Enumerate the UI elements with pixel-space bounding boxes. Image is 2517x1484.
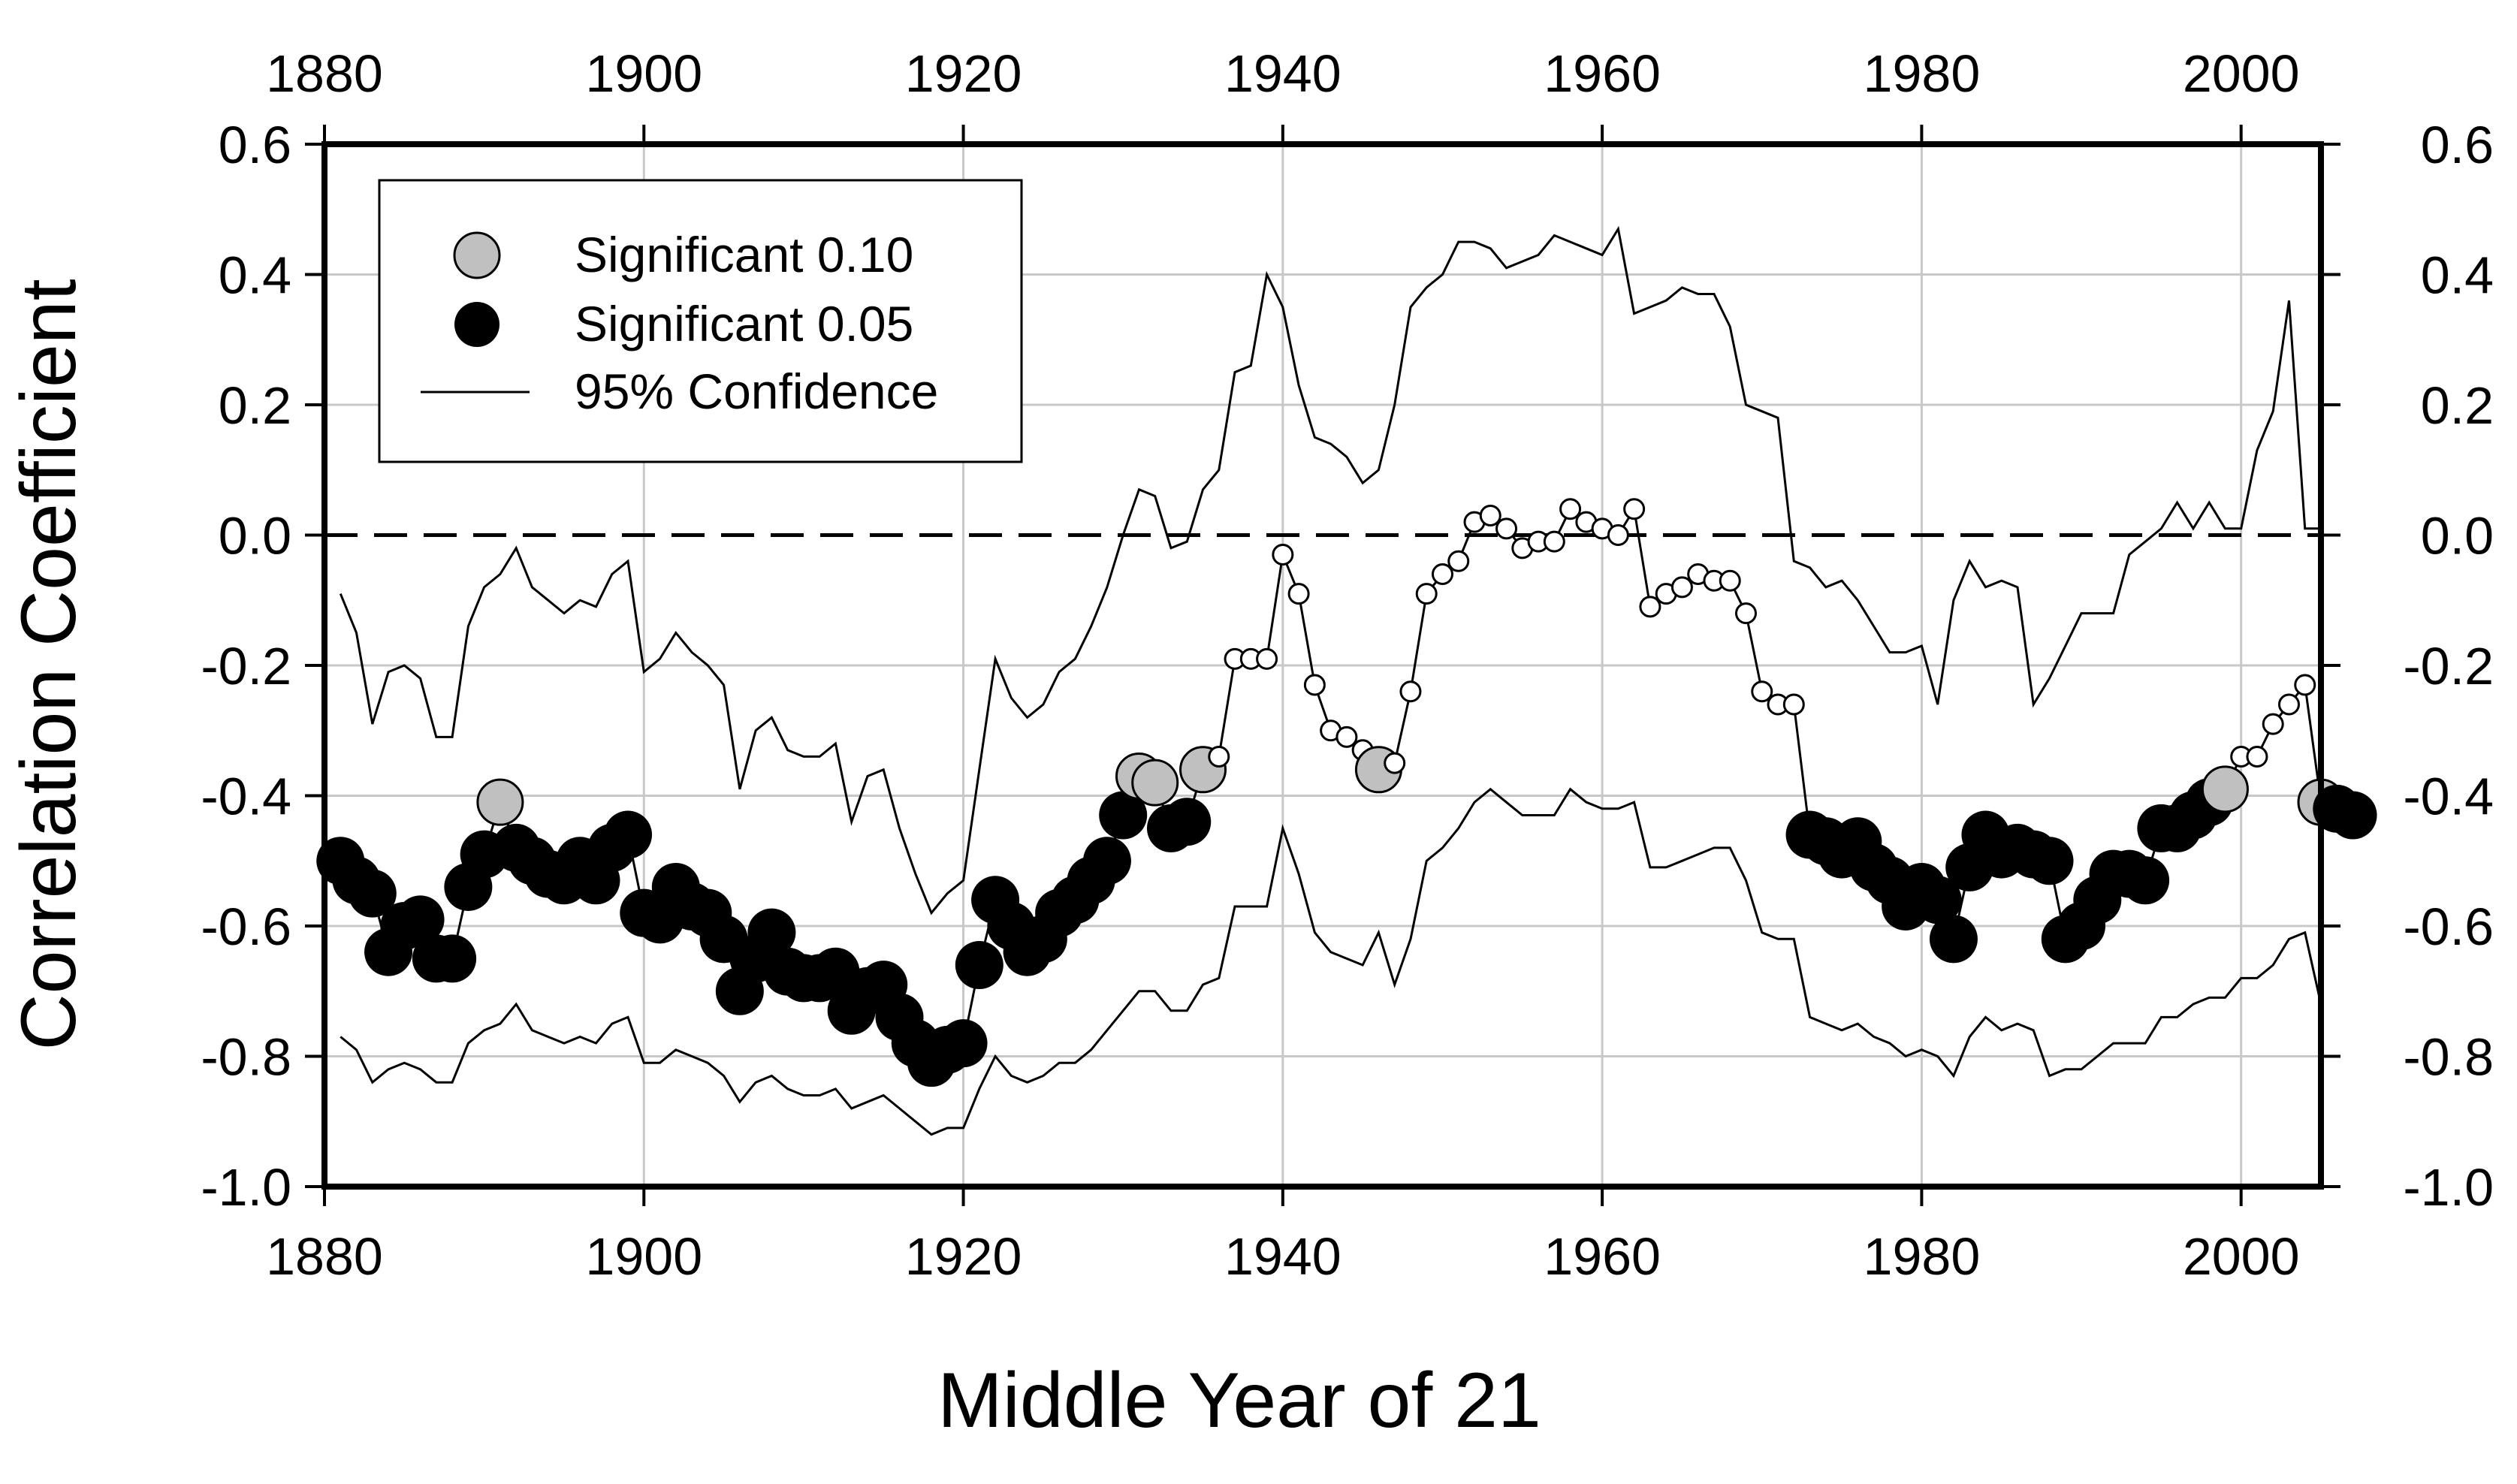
correlation-points — [316, 498, 2377, 1087]
point-nonsig — [1639, 596, 1661, 618]
point-nonsig — [1782, 693, 1805, 716]
x-tick-label-top: 2000 — [2183, 44, 2300, 103]
correlation-series-line — [340, 505, 2321, 1065]
x-tick-label-bottom: 1980 — [1864, 1227, 1981, 1286]
point-sig05 — [396, 895, 445, 944]
point-nonsig — [1447, 550, 1470, 572]
tick-labels: 1880 1880 1900 1900 1920 1920 1940 1940 1960 1960… — [201, 44, 2494, 1286]
point-nonsig — [1431, 563, 1453, 586]
x-tick-label-top: 1960 — [1544, 44, 1661, 103]
point-sig05 — [1929, 915, 1978, 964]
point-sig05 — [1913, 876, 1962, 924]
legend-marker-sig10 — [453, 231, 501, 279]
point-sig10 — [2201, 765, 2249, 813]
y-tick-label-left: 0.0 — [219, 507, 291, 566]
point-nonsig — [1719, 569, 1741, 592]
point-nonsig — [1543, 530, 1565, 553]
point-nonsig — [2294, 674, 2316, 696]
point-nonsig — [1303, 674, 1326, 696]
point-sig05 — [2328, 791, 2377, 840]
x-tick-label-top: 1940 — [1224, 44, 1341, 103]
y-tick-label-left: 0.4 — [219, 246, 291, 305]
x-tick-label-bottom: 1940 — [1224, 1227, 1341, 1286]
point-nonsig — [2246, 745, 2268, 768]
y-tick-label-right: -0.8 — [2403, 1028, 2494, 1087]
x-tick-label-top: 1920 — [905, 44, 1022, 103]
legend-marker-sig05 — [454, 302, 499, 347]
point-nonsig — [2277, 693, 2300, 716]
point-sig05 — [1099, 791, 1148, 840]
point-nonsig — [1607, 524, 1629, 546]
point-nonsig — [1751, 680, 1773, 703]
x-tick-label-top: 1900 — [585, 44, 702, 103]
point-nonsig — [1670, 576, 1693, 599]
legend-label-sig05: Significant 0.05 — [575, 296, 913, 351]
x-tick-label-top: 1980 — [1864, 44, 1981, 103]
y-tick-label-left: 0.2 — [219, 376, 291, 435]
point-nonsig — [1559, 498, 1582, 520]
point-nonsig — [1734, 602, 1757, 625]
y-axis-title: Correlation Coefficient — [5, 279, 92, 1050]
y-tick-label-left: -0.6 — [201, 897, 291, 956]
point-sig05 — [939, 1019, 988, 1068]
legend-label-ci: 95% Confidence — [575, 363, 938, 419]
point-nonsig — [1479, 504, 1501, 526]
y-tick-label-right: 0.0 — [2421, 507, 2494, 566]
x-tick-label-bottom: 1920 — [905, 1227, 1022, 1286]
y-tick-label-right: 0.4 — [2421, 246, 2494, 305]
point-sig10 — [1131, 759, 1179, 807]
point-nonsig — [1256, 647, 1278, 670]
x-axis-title: Middle Year of 21 — [937, 1357, 1541, 1444]
legend: Significant 0.10 Significant 0.05 95% Co… — [378, 179, 1023, 463]
point-sig05 — [955, 941, 1003, 990]
y-tick-label-left: -0.8 — [201, 1028, 291, 1087]
x-tick-label-bottom: 1960 — [1544, 1227, 1661, 1286]
x-tick-label-bottom: 2000 — [2183, 1227, 2300, 1286]
point-nonsig — [1384, 752, 1406, 774]
point-nonsig — [1287, 583, 1310, 605]
point-nonsig — [1272, 544, 1294, 566]
y-tick-label-left: -0.2 — [201, 637, 291, 695]
point-nonsig — [1623, 498, 1646, 520]
upper-ci-line — [339, 225, 2321, 915]
y-tick-label-left: 0.6 — [219, 116, 291, 174]
legend-label-sig10: Significant 0.10 — [575, 227, 913, 282]
point-nonsig — [1208, 745, 1230, 768]
x-tick-label-bottom: 1880 — [266, 1227, 383, 1286]
y-tick-label-right: -0.2 — [2403, 637, 2494, 695]
axis-ticks — [305, 125, 2340, 1206]
point-nonsig — [1399, 680, 1422, 703]
y-tick-label-right: 0.6 — [2421, 116, 2494, 174]
point-sig05 — [428, 934, 477, 983]
y-tick-label-right: -1.0 — [2403, 1158, 2494, 1217]
y-tick-label-right: -0.6 — [2403, 897, 2494, 956]
x-tick-label-top: 1880 — [266, 44, 383, 103]
point-sig05 — [747, 908, 796, 957]
point-sig05 — [1163, 798, 1212, 846]
point-nonsig — [2262, 713, 2284, 735]
point-nonsig — [1495, 517, 1518, 540]
point-sig10 — [476, 778, 524, 826]
confidence-bands — [339, 225, 2321, 1136]
x-tick-label-bottom: 1900 — [585, 1227, 702, 1286]
point-sig05 — [2121, 856, 2170, 905]
point-sig05 — [2025, 837, 2074, 885]
point-nonsig — [1335, 725, 1358, 748]
y-tick-label-left: -1.0 — [201, 1158, 291, 1217]
point-sig05 — [1082, 837, 1131, 885]
y-tick-label-left: -0.4 — [201, 768, 291, 826]
lower-ci-line — [340, 787, 2321, 1136]
point-sig05 — [348, 869, 397, 918]
y-tick-label-right: -0.4 — [2403, 768, 2494, 826]
point-nonsig — [1415, 583, 1438, 605]
y-tick-label-right: 0.2 — [2421, 376, 2494, 435]
point-sig05 — [604, 810, 653, 859]
